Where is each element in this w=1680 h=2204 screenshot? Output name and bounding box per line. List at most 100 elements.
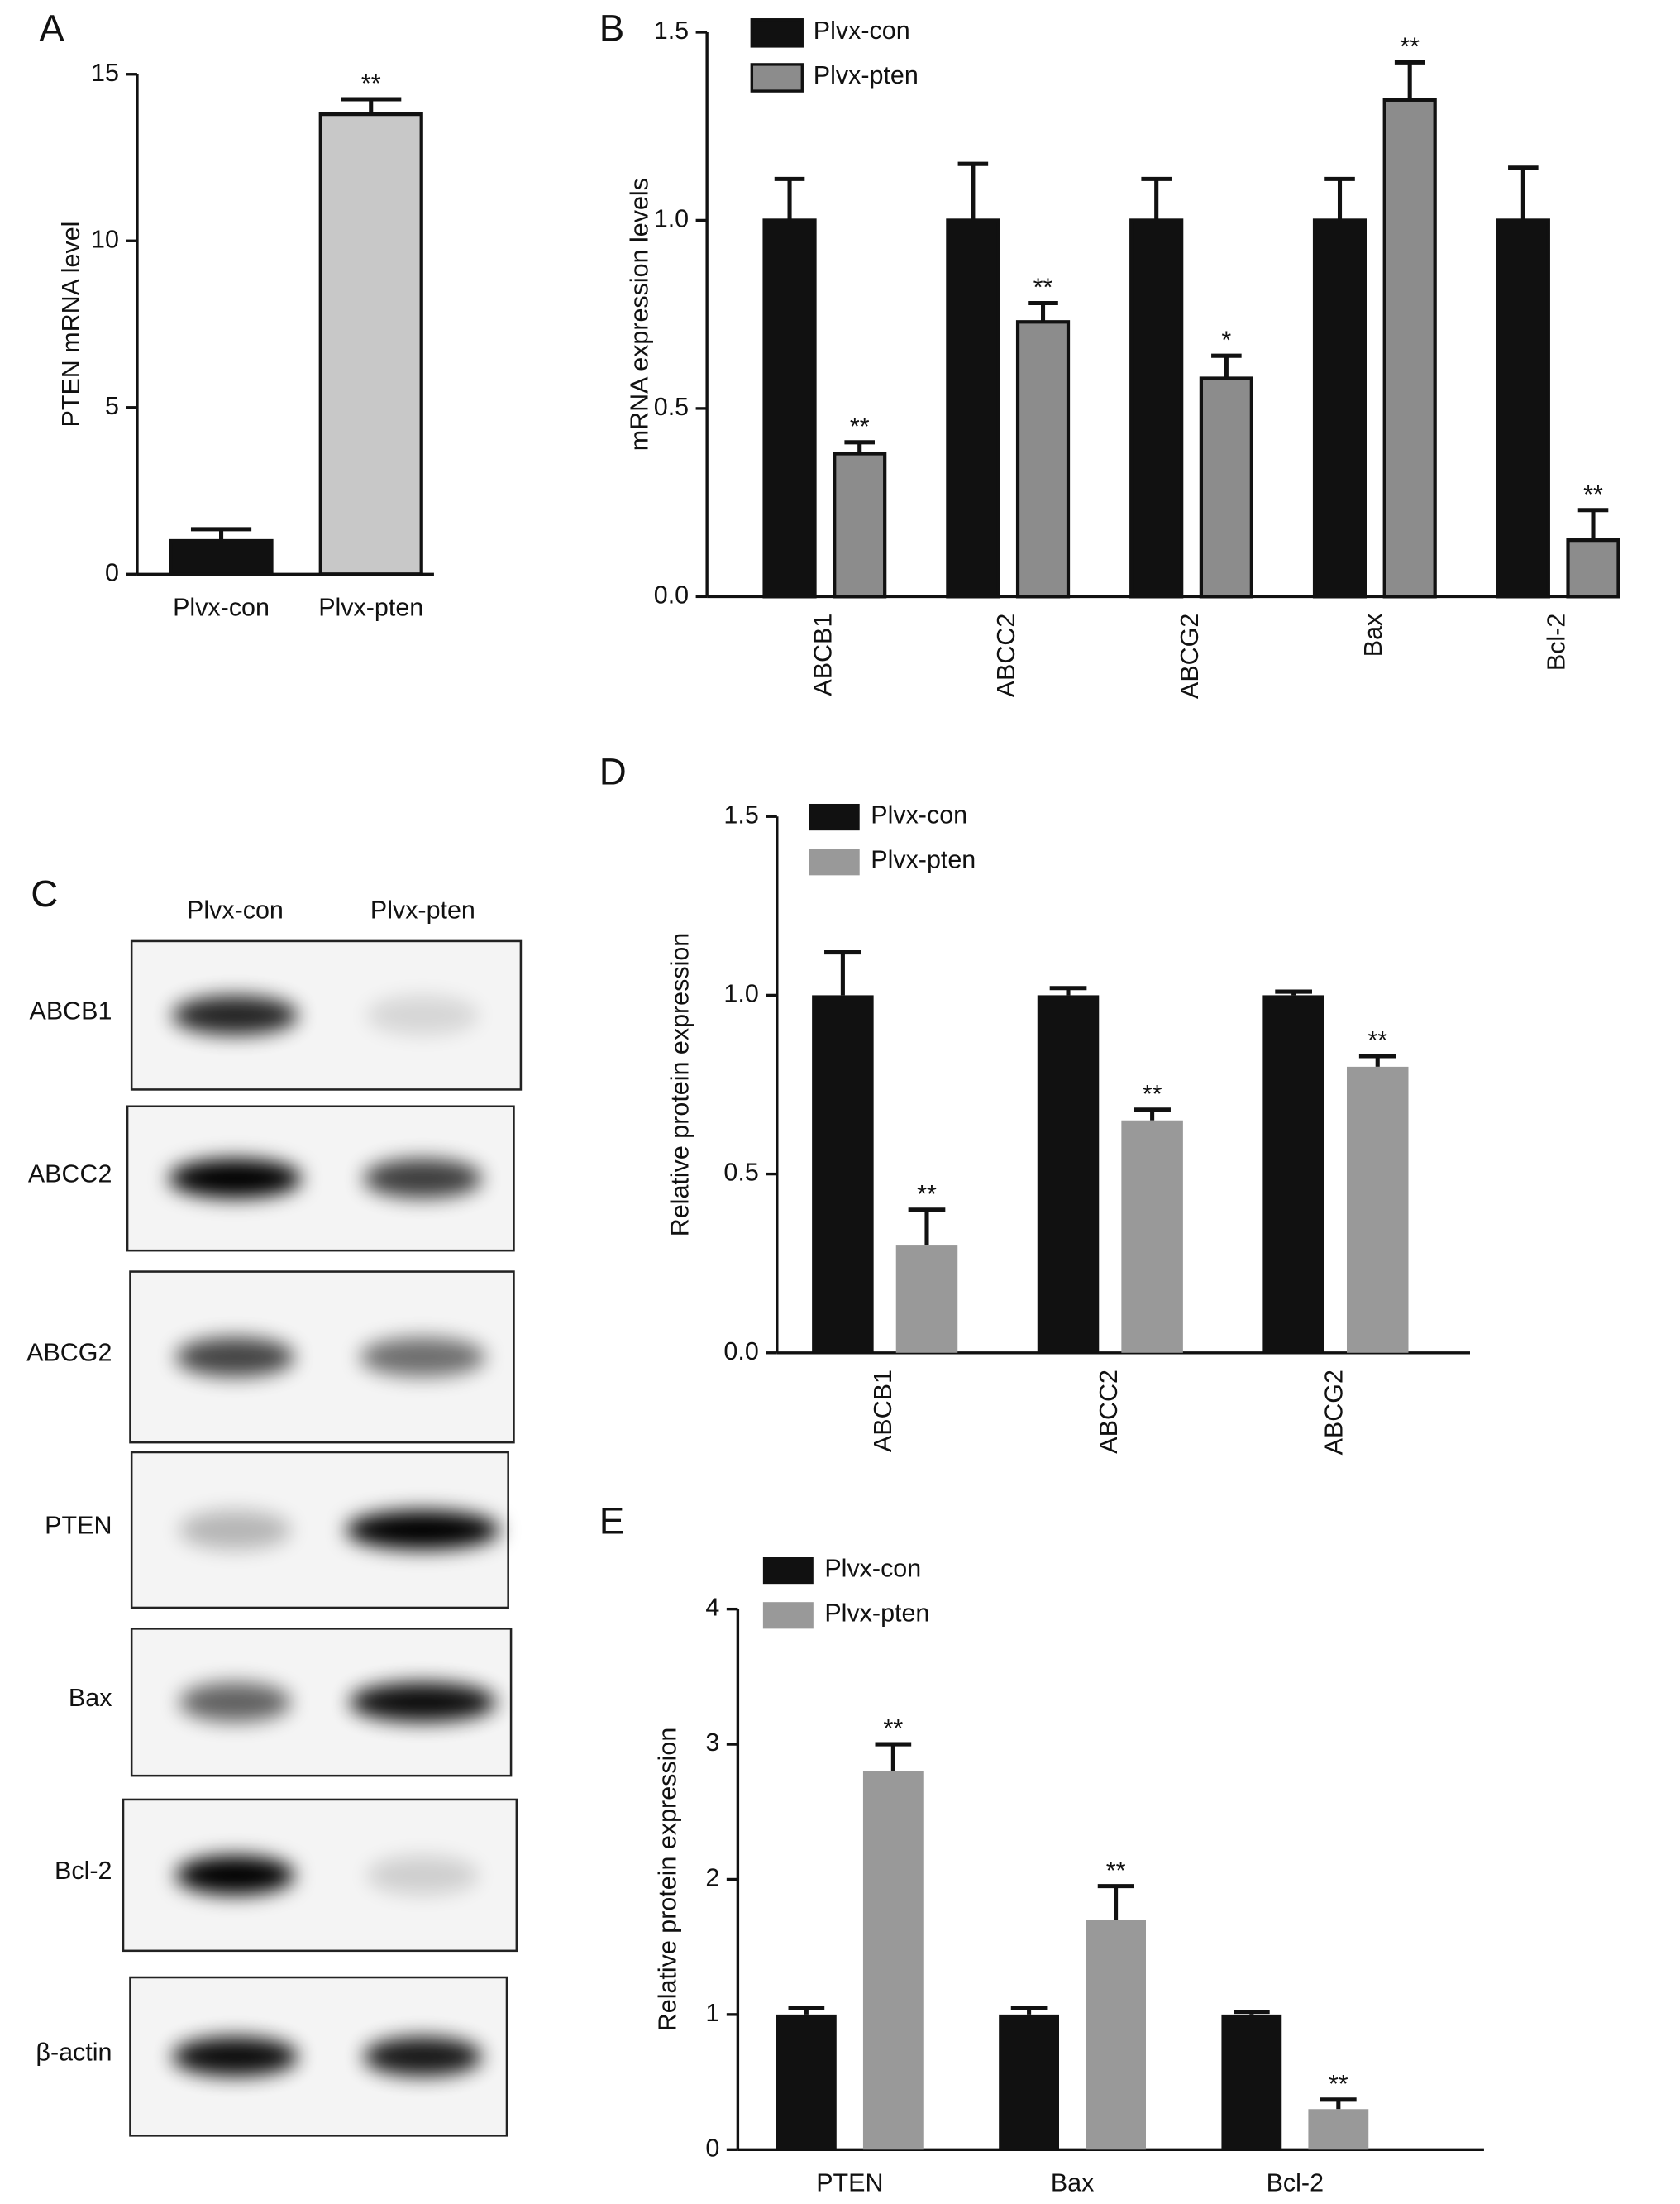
legend-label: Plvx-con — [871, 801, 967, 829]
significance-label: ** — [1106, 1857, 1126, 1885]
significance-label: * — [1221, 326, 1231, 354]
column-label: Plvx-pten — [370, 896, 475, 924]
legend-swatch — [750, 18, 804, 48]
y-tick-label: 1.5 — [723, 801, 758, 829]
bar — [1308, 2109, 1369, 2150]
row-label: PTEN — [45, 1512, 112, 1540]
y-tick-label: 3 — [705, 1728, 719, 1757]
bar — [1015, 320, 1071, 599]
blot-band — [179, 1510, 292, 1550]
y-tick-label: 0 — [705, 2134, 719, 2162]
y-tick-label: 1.0 — [723, 979, 758, 1007]
bar — [999, 2014, 1060, 2150]
blot-band — [349, 1682, 497, 1722]
bar — [1129, 218, 1184, 599]
bar — [895, 1245, 958, 1353]
panel-letter: B — [599, 7, 625, 49]
significance-label: ** — [361, 69, 381, 98]
significance-label: ** — [850, 413, 870, 441]
y-tick-label: 5 — [105, 392, 119, 420]
bar — [1262, 995, 1324, 1353]
y-tick-label: 0.5 — [654, 393, 689, 421]
significance-label: ** — [917, 1180, 937, 1208]
row-label: Bax — [69, 1684, 112, 1712]
bar — [1566, 538, 1620, 599]
panel-letter: E — [599, 1499, 625, 1542]
y-tick-label: 4 — [705, 1594, 719, 1622]
legend-label: Plvx-con — [824, 1554, 921, 1582]
bar — [169, 538, 274, 576]
legend-swatch — [809, 803, 860, 831]
x-tick-label: Bcl-2 — [1267, 2169, 1324, 2197]
y-tick-label: 0.5 — [723, 1159, 758, 1187]
bar — [1496, 218, 1550, 599]
row-label: ABCG2 — [26, 1339, 112, 1367]
x-tick-label: Bax — [1051, 2169, 1095, 2197]
blot-band — [360, 1337, 486, 1377]
blot-band — [169, 1159, 302, 1198]
y-tick-label: 1 — [705, 1999, 719, 2027]
bar — [862, 1771, 924, 2150]
x-tick-label: ABCC2 — [992, 614, 1020, 698]
bar — [1199, 376, 1253, 599]
bar — [762, 218, 817, 599]
panel-letter: C — [31, 873, 58, 915]
significance-label: ** — [1367, 1026, 1387, 1054]
panel-letter: D — [599, 751, 627, 793]
blot-band — [179, 1682, 292, 1722]
y-tick-label: 10 — [91, 225, 119, 253]
bar — [812, 995, 874, 1353]
x-tick-label: ABCG2 — [1320, 1370, 1348, 1455]
significance-label: ** — [1143, 1080, 1162, 1108]
y-tick-label: 1.5 — [654, 17, 689, 45]
bar — [1037, 995, 1100, 1353]
blot-band — [175, 1337, 295, 1377]
x-tick-label: Bcl-2 — [1543, 614, 1571, 671]
significance-label: ** — [1329, 2070, 1348, 2098]
x-tick-label: Plvx-pten — [318, 594, 423, 622]
legend-label: Plvx-pten — [824, 1599, 929, 1627]
legend-swatch — [750, 63, 804, 93]
legend-swatch — [809, 849, 860, 876]
bar — [1121, 1120, 1183, 1353]
bar — [776, 2014, 837, 2150]
y-tick-label: 0.0 — [723, 1337, 758, 1365]
bar — [946, 218, 1000, 599]
column-label: Plvx-con — [187, 896, 284, 924]
x-tick-label: ABCB1 — [809, 614, 837, 696]
x-tick-label: PTEN — [816, 2169, 883, 2197]
significance-label: ** — [1583, 480, 1603, 509]
blot-band — [366, 1855, 480, 1896]
blot-band — [363, 2036, 483, 2077]
y-axis-label: Relative protein expression — [653, 1728, 681, 2032]
bar — [1382, 98, 1437, 599]
bar — [318, 112, 423, 576]
y-axis-label: PTEN mRNA level — [57, 222, 85, 428]
y-axis-label: Relative protein expression — [666, 933, 694, 1237]
y-tick-label: 2 — [705, 1864, 719, 1892]
y-tick-label: 0.0 — [654, 581, 689, 609]
blot-band — [366, 995, 480, 1035]
x-tick-label: ABCB1 — [869, 1370, 897, 1452]
blot-band — [175, 1855, 295, 1896]
x-tick-label: ABCG2 — [1176, 614, 1204, 699]
bar — [1086, 1920, 1146, 2150]
row-label: ABCB1 — [30, 997, 112, 1025]
y-tick-label: 1.0 — [654, 204, 689, 232]
legend-label: Plvx-pten — [814, 61, 919, 89]
x-tick-label: Bax — [1359, 614, 1387, 657]
y-tick-label: 0 — [105, 558, 119, 586]
blot-band — [346, 1510, 500, 1550]
x-tick-label: ABCC2 — [1095, 1370, 1123, 1454]
bar — [833, 452, 887, 599]
bar — [1221, 2014, 1282, 2150]
y-tick-label: 15 — [91, 59, 119, 87]
blot-band — [172, 995, 298, 1035]
row-label: β-actin — [36, 2038, 112, 2066]
bar — [1312, 218, 1367, 599]
row-label: ABCC2 — [28, 1160, 112, 1188]
significance-label: ** — [1400, 32, 1420, 60]
panel-letter: A — [39, 7, 64, 49]
